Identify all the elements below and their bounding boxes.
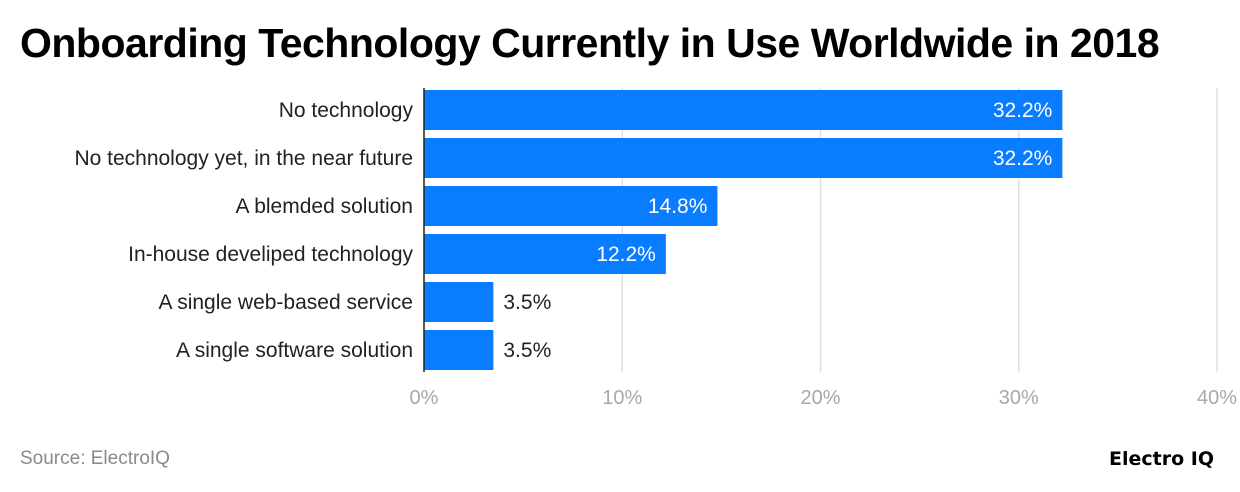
bar [424,330,494,370]
x-tick-label: 20% [800,387,840,409]
data-label: 3.5% [503,339,551,362]
bar [424,234,666,274]
x-tick-label: 10% [602,387,642,409]
data-label: 3.5% [503,291,551,314]
electroiq-logo: Electro IQ [1109,448,1214,470]
category-label: In-house develiped technology [128,243,413,266]
category-label: No technology yet, in the near future [74,147,413,170]
chart-title: Onboarding Technology Currently in Use W… [20,20,1160,66]
data-label: 32.2% [993,147,1053,170]
category-label: No technology [279,99,414,122]
x-tick-label: 40% [1197,387,1237,409]
category-label: A single software solution [176,339,413,362]
bar [424,282,494,322]
data-label: 12.2% [596,243,656,266]
category-label: A single web-based service [159,291,413,314]
bar [424,186,718,226]
x-tick-label: 0% [410,387,439,409]
data-label: 14.8% [648,195,708,218]
data-label: 32.2% [993,99,1053,122]
bar [424,90,1063,130]
bar [424,138,1063,178]
source-text: Source: ElectroIQ [20,448,170,469]
category-label: A blemded solution [236,195,413,218]
x-tick-label: 30% [999,387,1039,409]
